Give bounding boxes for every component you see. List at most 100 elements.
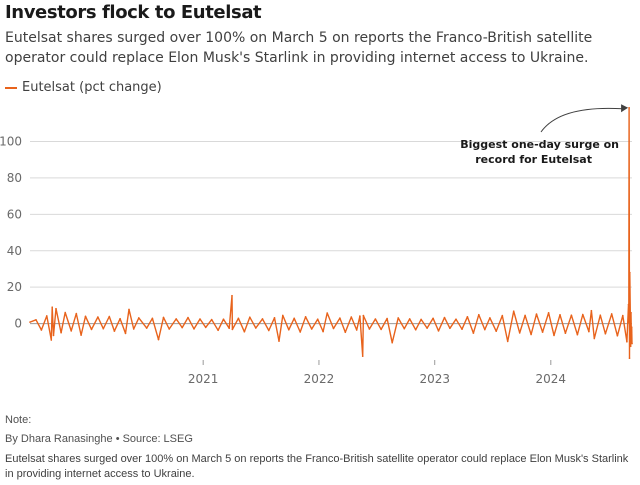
x-tick-label: 2021 [188, 372, 219, 386]
y-tick-label: 100 [0, 135, 22, 149]
data-point [455, 318, 457, 320]
data-point [478, 313, 480, 316]
data-point [350, 316, 353, 318]
legend: Eutelsat (pct change) [5, 80, 162, 95]
data-point [604, 333, 607, 335]
data-point [84, 315, 87, 318]
data-point [46, 315, 48, 317]
byline-author: By Dhara Ranasinghe [5, 433, 113, 445]
data-point [344, 331, 347, 334]
data-point [449, 327, 451, 330]
data-point [590, 309, 593, 312]
data-point [541, 331, 544, 333]
data-point [630, 337, 633, 339]
data-point [231, 294, 233, 297]
data-point [249, 316, 251, 318]
data-point [128, 308, 130, 311]
data-point [362, 314, 365, 317]
data-point [368, 328, 371, 330]
y-tick-label: 40 [7, 244, 22, 258]
footnote: Eutelsat shares surged over 100% on Marc… [5, 453, 629, 480]
y-tick-label: 80 [7, 171, 22, 185]
data-point [151, 317, 154, 320]
data-point [29, 321, 31, 323]
data-point [124, 332, 127, 335]
x-tick-label: 2023 [419, 372, 450, 386]
data-point [193, 328, 195, 330]
data-point [626, 341, 628, 343]
data-point [210, 318, 213, 321]
data-point [55, 307, 57, 310]
data-point [524, 314, 526, 317]
data-point [489, 317, 491, 319]
data-point [355, 329, 358, 331]
data-point [484, 328, 486, 331]
data-point [570, 314, 573, 316]
data-point [243, 331, 246, 333]
chart-subtitle: Eutelsat shares surged over 100% on Marc… [5, 30, 593, 66]
annotation-text-line1: Biggest one-day surge on [460, 138, 619, 151]
data-point [255, 327, 257, 329]
data-point [576, 333, 579, 336]
data-point [187, 316, 189, 319]
annotation-text-line2: record for Eutelsat [475, 153, 592, 166]
annotation-arrow [540, 107, 624, 133]
data-point [80, 334, 82, 336]
data-point [60, 331, 62, 334]
data-point [145, 327, 148, 329]
data-point [64, 311, 66, 314]
chart-title: Investors flock to Eutelsat [5, 2, 262, 23]
data-point [199, 318, 201, 320]
data-point [530, 333, 532, 336]
data-point [361, 355, 364, 358]
data-point [237, 317, 240, 320]
data-point [622, 314, 624, 317]
note-label: Note: [5, 414, 32, 426]
data-point [157, 338, 160, 341]
data-point [495, 330, 498, 332]
x-axis-ticks: 20212022202320242025 [188, 360, 566, 386]
data-point [50, 339, 53, 341]
legend-swatch [5, 86, 17, 89]
data-point [175, 318, 177, 320]
data-point [293, 317, 296, 320]
data-point [138, 317, 140, 319]
data-point [40, 329, 43, 331]
data-point [630, 326, 633, 328]
data-point [629, 345, 632, 348]
data-point [380, 328, 382, 331]
data-point [501, 314, 504, 317]
data-point [70, 330, 72, 332]
data-point [512, 310, 515, 312]
data-point [132, 328, 135, 330]
data-point [261, 318, 264, 320]
data-point [432, 317, 434, 320]
data-point [282, 314, 284, 317]
byline-source: • Source: LSEG [115, 433, 193, 445]
data-point [518, 332, 521, 334]
data-point [52, 334, 55, 337]
data-point [168, 328, 170, 330]
data-point [288, 329, 290, 331]
data-point [553, 334, 555, 337]
data-point [437, 330, 440, 332]
data-point [414, 329, 417, 331]
grid-lines [30, 141, 632, 325]
data-point [326, 312, 329, 314]
data-point [599, 314, 602, 316]
data-point [204, 326, 207, 329]
data-point [97, 316, 99, 318]
data-point [630, 311, 632, 314]
data-point [299, 331, 302, 333]
annotation-arrowhead [621, 104, 629, 113]
data-point [322, 330, 324, 333]
data-point [273, 317, 276, 319]
data-point [231, 328, 234, 331]
data-point [119, 317, 121, 320]
data-point [506, 340, 509, 343]
data-point [610, 313, 613, 315]
y-tick-label: 0 [14, 317, 22, 331]
data-point [403, 327, 406, 330]
data-point [217, 329, 219, 332]
